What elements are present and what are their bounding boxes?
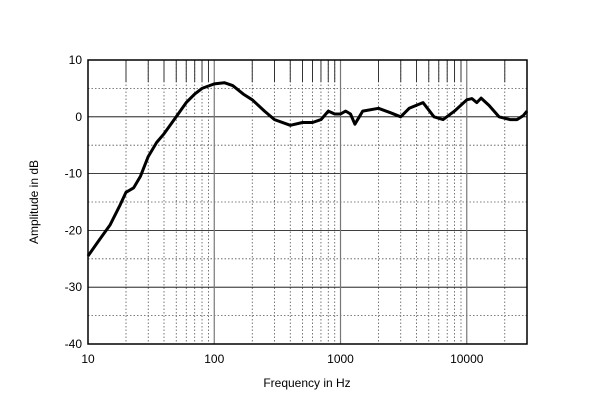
response-curve (86, 81, 529, 257)
x-axis-label: Frequency in Hz (263, 376, 350, 390)
x-tick-label: 100 (204, 352, 224, 366)
grid (88, 60, 528, 344)
plot-frame (87, 59, 528, 345)
y-tick-label: -40 (65, 337, 83, 351)
y-tick-label: 0 (75, 110, 82, 124)
y-tick-label: 10 (69, 53, 83, 67)
y-tick-label: -30 (65, 280, 83, 294)
y-axis-label: Amplitude in dB (27, 160, 41, 244)
x-tick-label: 10 (81, 352, 95, 366)
y-tick-label: -10 (65, 167, 83, 181)
y-tick-label: -20 (65, 223, 83, 237)
x-tick-label: 1000 (327, 352, 354, 366)
x-tick-label: 10000 (450, 352, 484, 366)
